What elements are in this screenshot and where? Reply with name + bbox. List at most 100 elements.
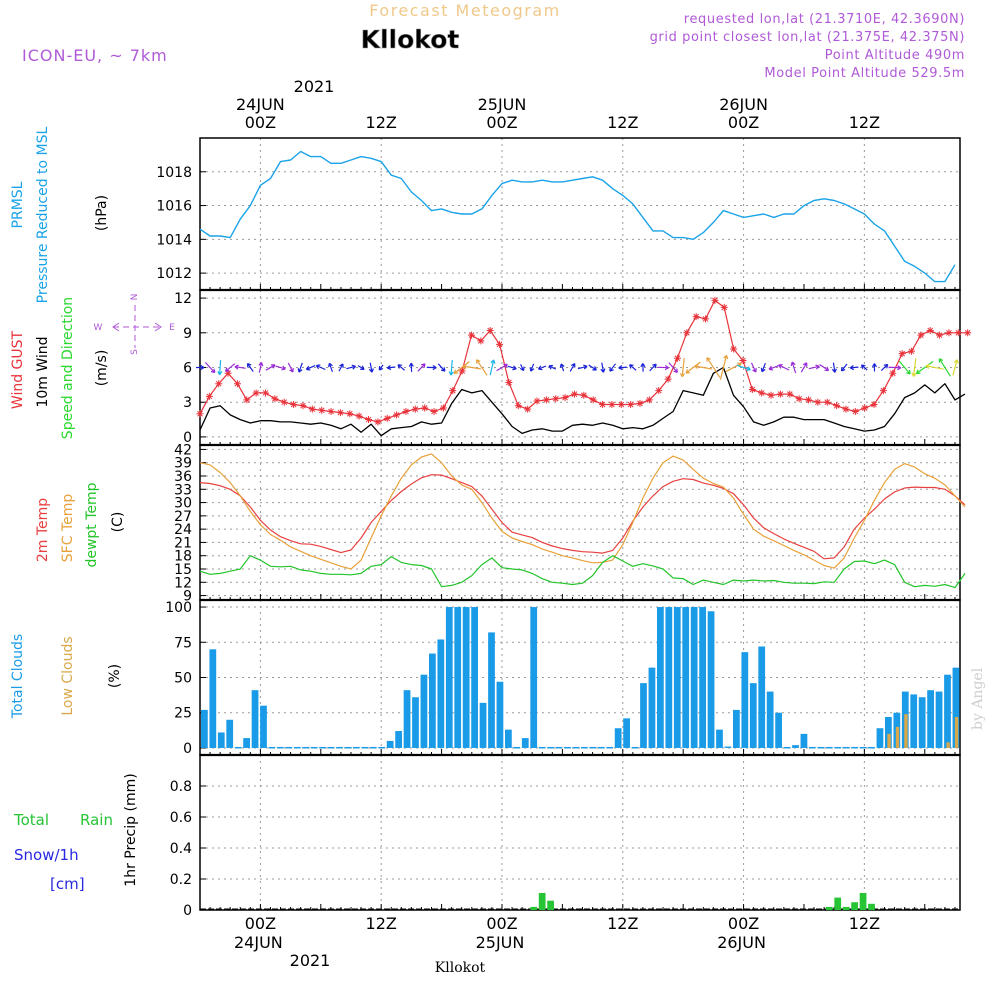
- wind-direction-arrow: [679, 358, 686, 378]
- wind-direction-arrow: [315, 364, 326, 371]
- wind-gust-marker: [570, 390, 578, 398]
- low-cloud-bar: [895, 726, 900, 748]
- total-cloud-bar: [716, 729, 723, 748]
- wind-gust-marker: [393, 411, 401, 419]
- total-cloud-bar: [277, 746, 284, 749]
- wind-direction-arrow: [338, 363, 344, 372]
- total-cloud-bar: [572, 746, 580, 749]
- wind-gust-marker: [599, 401, 607, 409]
- wind-gust-marker: [692, 313, 700, 321]
- y-tick-label: 1014: [156, 232, 192, 248]
- total-cloud-bar: [606, 746, 614, 749]
- wind-gust-marker: [299, 402, 307, 410]
- wind-gust-marker: [702, 315, 710, 323]
- wind-gust-marker: [552, 395, 560, 403]
- y-tick-label: 1012: [156, 266, 192, 282]
- wind-gust-marker: [224, 369, 232, 377]
- wind-gust-marker: [271, 395, 279, 403]
- total-cloud-bar: [673, 607, 681, 748]
- clouds-panel: 0 25 50 75 100: [165, 600, 960, 757]
- total-cloud-bar: [530, 607, 538, 748]
- wind-direction-arrow: [368, 362, 374, 373]
- wind-direction-arrow: [952, 359, 959, 376]
- pressure-line: [199, 150, 956, 283]
- total-cloud-bar: [952, 667, 960, 748]
- total-cloud-bar: [268, 746, 276, 749]
- wind-gust-marker: [327, 407, 335, 415]
- total-cloud-bar: [395, 731, 402, 748]
- wind-gust-marker: [243, 396, 251, 404]
- wind-gust-marker: [196, 410, 204, 418]
- total-cloud-bar: [454, 607, 462, 748]
- wind-gust-marker: [645, 396, 653, 404]
- wind-gust-marker: [683, 329, 691, 337]
- top-day-label: 24JUN: [236, 95, 285, 114]
- bottom-tick-label: 12Z: [849, 914, 880, 933]
- total-cloud-bar: [302, 746, 310, 749]
- total-cloud-bar: [243, 738, 250, 748]
- wind-gust-marker: [823, 398, 831, 406]
- low-cloud-bar: [887, 733, 891, 748]
- total-cloud-bar: [201, 709, 208, 748]
- wind-direction-arrow: [204, 361, 216, 374]
- top-tick-label: 12Z: [366, 113, 397, 132]
- wind-gust-marker: [879, 387, 887, 395]
- temp-2m-line: [199, 474, 966, 560]
- total-cloud-bar: [724, 746, 732, 748]
- top-day-labels: 24JUN 25JUN 26JUN: [236, 95, 768, 114]
- wind-gust-marker: [467, 331, 475, 339]
- wind-direction-arrow: [888, 365, 902, 371]
- rain-bar: [842, 906, 850, 910]
- wind-direction-arrow: [537, 365, 547, 371]
- wind-gust-marker: [533, 397, 541, 405]
- bottom-day-label: 25JUN: [476, 933, 525, 952]
- total-cloud-bar: [834, 746, 842, 749]
- pressure-panel-labels: PRMSL Pressure Reduced to MSL (hPa): [10, 126, 110, 303]
- wind-gust-marker: [205, 392, 213, 400]
- wind-gust-marker: [720, 303, 728, 311]
- wind-direction-arrow: [217, 360, 223, 376]
- wind-gust-marker: [215, 380, 223, 388]
- grid-point-coords: grid point closest lon,lat (21.375E, 42.…: [650, 30, 965, 45]
- pressure-title-1: PRMSL: [10, 181, 26, 228]
- rain-bar: [825, 906, 833, 910]
- wind-gust-marker: [514, 402, 522, 410]
- wind-direction-arrow: [265, 364, 276, 371]
- y-tick-label: 9: [183, 326, 192, 342]
- wind-gust-marker: [907, 347, 915, 355]
- wind-gust-title: Wind GUST: [10, 330, 26, 409]
- wind-speed-title: Speed and Direction: [60, 297, 76, 439]
- wind-gust-marker: [346, 410, 354, 418]
- wind-gust-marker: [870, 401, 878, 409]
- clouds-unit: (%): [107, 664, 123, 688]
- wind-gust-marker: [936, 331, 944, 339]
- wind-direction-arrow: [507, 365, 517, 371]
- wind-direction-arrow: [778, 364, 790, 371]
- y-tick-label: 12: [174, 575, 192, 591]
- wind-direction-arrow: [297, 362, 303, 373]
- compass-n: N: [130, 294, 140, 301]
- wind-gust-marker: [449, 387, 457, 395]
- wind-gust-marker: [964, 329, 972, 337]
- total-cloud-bar: [783, 746, 791, 749]
- wind-direction-arrow: [258, 361, 264, 373]
- top-year: 2021: [294, 77, 335, 96]
- total-cloud-bar: [918, 697, 926, 748]
- y-tick-label: 6: [183, 361, 192, 377]
- wind-direction-arrow: [657, 364, 669, 371]
- wind-direction-arrow: [569, 362, 576, 372]
- temp-2m-title: 2m Temp: [35, 498, 51, 562]
- total-cloud-bar: [792, 745, 799, 748]
- total-cloud-bar: [361, 746, 369, 749]
- bottom-tick-label: 00Z: [486, 914, 517, 933]
- compass-e: E: [169, 323, 175, 333]
- total-cloud-bar: [597, 746, 605, 749]
- total-cloud-bar: [800, 733, 808, 748]
- wind-direction-arrow: [234, 364, 246, 370]
- total-cloud-bar: [217, 732, 225, 748]
- wind-direction-arrow: [275, 365, 286, 371]
- total-cloud-bar: [631, 746, 639, 749]
- temp-sfc-line: [199, 453, 966, 570]
- wind-gust-marker: [917, 331, 925, 339]
- wind-direction-arrow: [649, 363, 657, 372]
